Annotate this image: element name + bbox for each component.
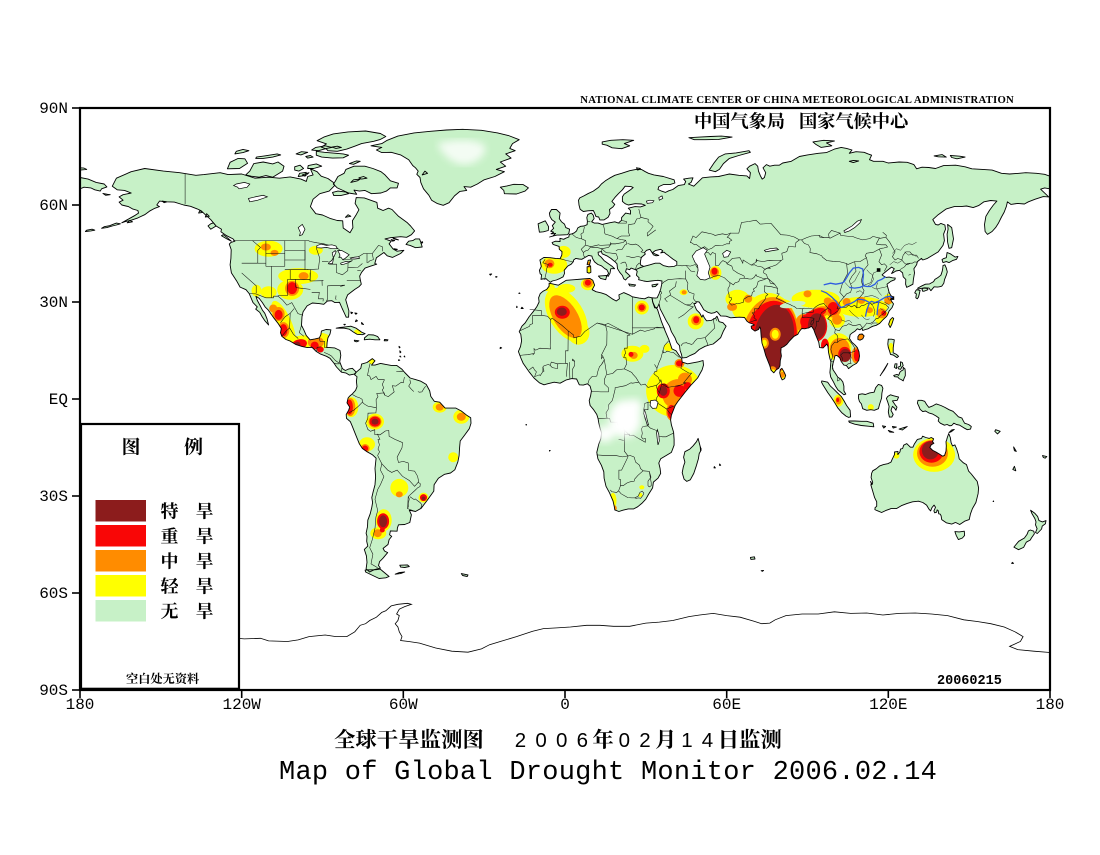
svg-text:0: 0 [619,729,630,752]
svg-text:60N: 60N [39,197,68,215]
svg-text:0: 0 [535,729,546,752]
svg-text:0: 0 [556,729,567,752]
svg-text:EQ: EQ [49,391,68,409]
svg-text:NATIONAL CLIMATE CENTER OF CHI: NATIONAL CLIMATE CENTER OF CHINA METEORO… [580,94,1014,106]
svg-text:30N: 30N [39,294,68,312]
svg-text:0: 0 [560,696,570,714]
svg-text:2: 2 [639,729,650,752]
svg-text:4: 4 [702,729,713,752]
svg-text:90S: 90S [39,682,68,700]
svg-text:60E: 60E [712,696,741,714]
svg-text:90N: 90N [39,100,68,118]
svg-text:30S: 30S [39,488,68,506]
svg-text:60W: 60W [389,696,418,714]
svg-text:120E: 120E [869,696,907,714]
svg-text:1: 1 [681,729,692,752]
svg-text:180: 180 [1036,696,1065,714]
svg-text:6: 6 [577,729,588,752]
svg-text:120W: 120W [222,696,261,714]
svg-text:2: 2 [515,729,526,752]
svg-text:Map of Global Drought Monitor: Map of Global Drought Monitor 2006.02.14 [279,758,937,788]
svg-text:60S: 60S [39,585,68,603]
svg-text:180: 180 [66,696,95,714]
svg-text:20060215: 20060215 [937,674,1002,689]
